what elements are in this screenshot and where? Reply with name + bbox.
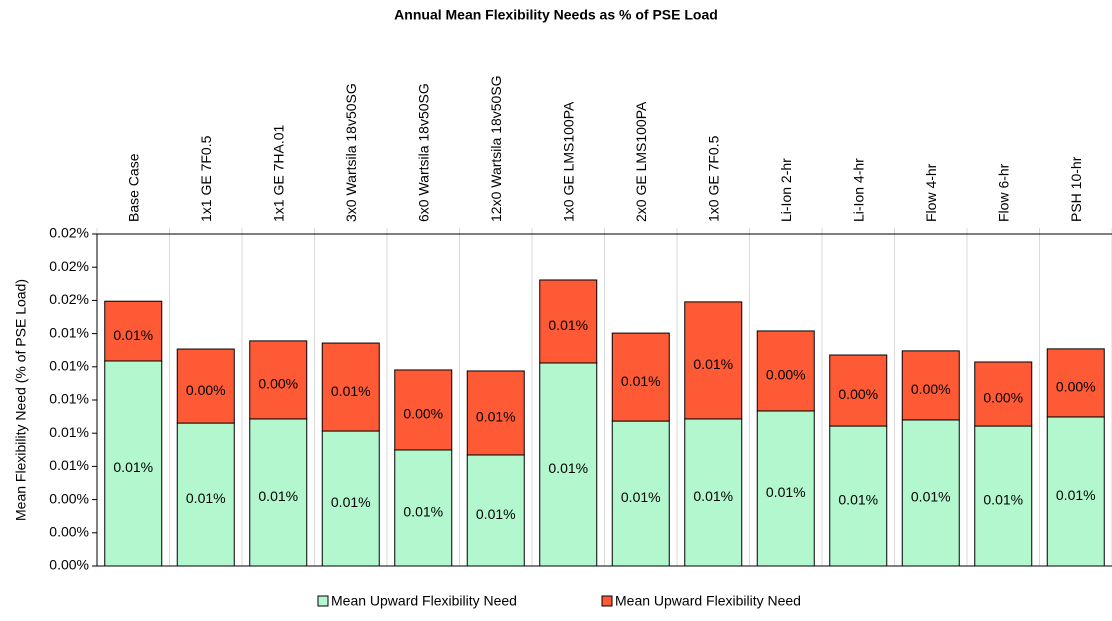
data-label: 0.01% [258, 488, 298, 504]
bar-segment [611, 420, 670, 567]
x-tick-label: Li-Ion 2-hr [778, 158, 794, 222]
bar-segment [901, 350, 960, 421]
x-tick-label: 1x0 GE LMS100PA [560, 101, 576, 222]
bar-segment [104, 300, 163, 362]
y-tick-label: 0.02% [49, 291, 89, 307]
data-label: 0.00% [186, 382, 226, 398]
bar-segment [829, 354, 888, 427]
data-label: 0.01% [911, 489, 951, 505]
x-tick-label: Flow 6-hr [995, 163, 1011, 222]
legend-label: Mean Upward Flexibility Need [615, 593, 801, 609]
data-label: 0.01% [476, 506, 516, 522]
data-label: 0.01% [331, 383, 371, 399]
bar-segment [321, 342, 380, 432]
bar-segment [756, 330, 815, 412]
legend-label: Mean Upward Flexibility Need [331, 593, 517, 609]
x-tick-label: 2x0 GE LMS100PA [633, 101, 649, 222]
y-tick-label: 0.02% [49, 258, 89, 274]
x-tick-label: 1x1 GE 7F0.5 [198, 135, 214, 222]
x-tick-label: 1x1 GE 7HA.01 [270, 125, 286, 222]
bar-segment [249, 340, 308, 420]
x-tick-label: Li-Ion 4-hr [850, 158, 866, 222]
data-label: 0.00% [403, 406, 443, 422]
bar-segment [974, 361, 1033, 427]
data-label: 0.01% [621, 373, 661, 389]
bar-segment [394, 369, 453, 451]
bar-segment [829, 425, 888, 567]
data-label: 0.01% [476, 409, 516, 425]
bar-segment [539, 362, 598, 567]
y-tick-label: 0.01% [49, 391, 89, 407]
x-tick-label: PSH 10-hr [1068, 156, 1084, 222]
data-label: 0.01% [331, 494, 371, 510]
data-label: 0.01% [403, 504, 443, 520]
data-label: 0.00% [983, 390, 1023, 406]
x-tick-label: Base Case [125, 153, 141, 222]
x-tick-label: Flow 4-hr [923, 163, 939, 222]
y-tick-label: 0.00% [49, 524, 89, 540]
data-label: 0.01% [766, 484, 806, 500]
y-tick-label: 0.01% [49, 424, 89, 440]
data-label: 0.01% [838, 492, 878, 508]
y-tick-label: 0.02% [49, 225, 89, 241]
x-tick-label: 12x0 Wartsila 18v50SG [488, 75, 504, 222]
legend-swatch [601, 595, 613, 607]
y-tick-label: 0.01% [49, 358, 89, 374]
x-tick-label: 3x0 Wartsila 18v50SG [343, 83, 359, 222]
bar-segment [611, 332, 670, 422]
bar-segment [394, 449, 453, 567]
bar-segment [684, 418, 743, 567]
x-tick-label: 6x0 Wartsila 18v50SG [415, 83, 431, 222]
x-tick-label: 1x0 GE 7F0.5 [705, 135, 721, 222]
bar-segment [176, 348, 235, 424]
chart-title: Annual Mean Flexibility Needs as % of PS… [394, 7, 718, 23]
data-label: 0.01% [983, 492, 1023, 508]
bar-segment [1046, 416, 1105, 567]
bar-segment [249, 418, 308, 567]
y-tick-label: 0.01% [49, 457, 89, 473]
bar-segment [539, 279, 598, 364]
data-label: 0.00% [911, 381, 951, 397]
data-label: 0.01% [186, 490, 226, 506]
bar-segment [466, 370, 525, 456]
bar-segment [901, 419, 960, 567]
data-label: 0.01% [113, 459, 153, 475]
data-label: 0.00% [1056, 379, 1096, 395]
y-tick-label: 0.00% [49, 490, 89, 506]
data-label: 0.00% [258, 376, 298, 392]
data-label: 0.01% [693, 488, 733, 504]
y-tick-label: 0.01% [49, 324, 89, 340]
data-label: 0.01% [113, 327, 153, 343]
legend-swatch [317, 595, 329, 607]
y-tick-label: 0.00% [49, 557, 89, 573]
y-axis-label: Mean Flexibility Need (% of PSE Load) [13, 279, 29, 521]
data-label: 0.00% [766, 367, 806, 383]
data-label: 0.01% [548, 317, 588, 333]
bar-segment [756, 410, 815, 567]
data-label: 0.01% [548, 460, 588, 476]
bar-segment [1046, 348, 1105, 418]
bar-segment [684, 301, 743, 420]
bar-segment [466, 454, 525, 567]
data-label: 0.01% [1056, 487, 1096, 503]
data-label: 0.01% [621, 489, 661, 505]
data-label: 0.00% [838, 386, 878, 402]
bar-segment [321, 430, 380, 567]
data-label: 0.01% [693, 356, 733, 372]
